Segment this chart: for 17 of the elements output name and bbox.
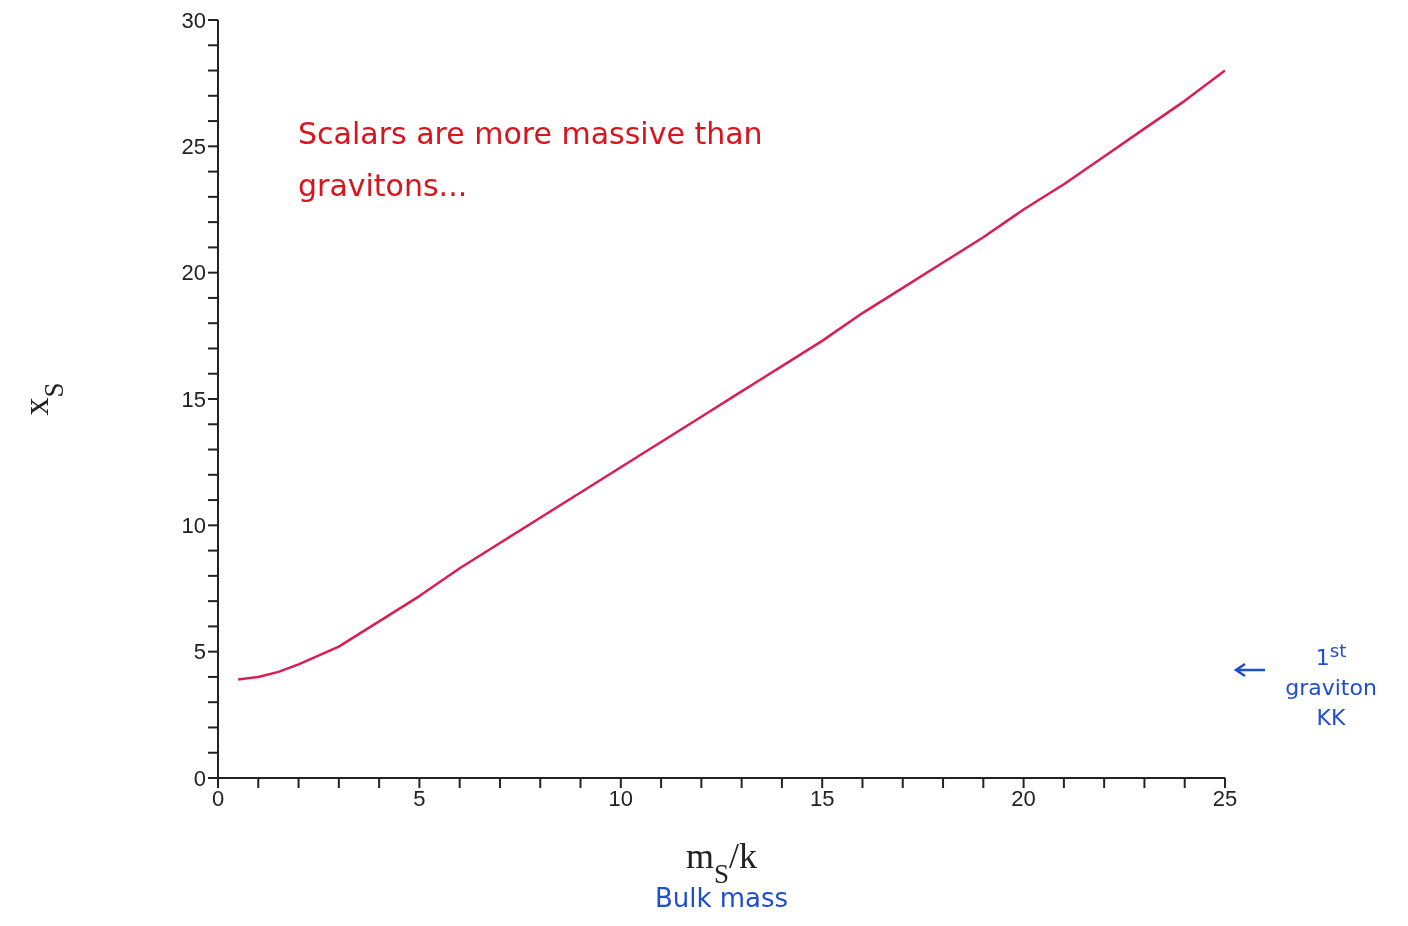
text: 1$^{st}$ graviton KK	[1284, 639, 1378, 733]
y-tick-label: 20	[181, 260, 206, 286]
x-tick-label: 20	[1011, 785, 1036, 811]
y-tick-label: 15	[181, 386, 206, 412]
y-tick-label: 10	[181, 513, 206, 539]
annotation: Scalars are more massive than gravitons...	[298, 115, 764, 205]
y-tick-label: 25	[181, 134, 206, 160]
text: Bulk mass	[653, 883, 790, 913]
x-tick-label: 0	[211, 785, 225, 811]
y-tick-label: 5	[193, 639, 206, 665]
x-tick-label: 5	[413, 785, 426, 811]
y-tick-label: 0	[193, 765, 206, 791]
x-tick-label: 10	[608, 785, 634, 811]
x-tick-label: 25	[1212, 785, 1238, 811]
line-series	[236, 69, 1225, 681]
y-tick-label: 30	[181, 7, 206, 33]
x-tick-label: 15	[809, 785, 835, 811]
